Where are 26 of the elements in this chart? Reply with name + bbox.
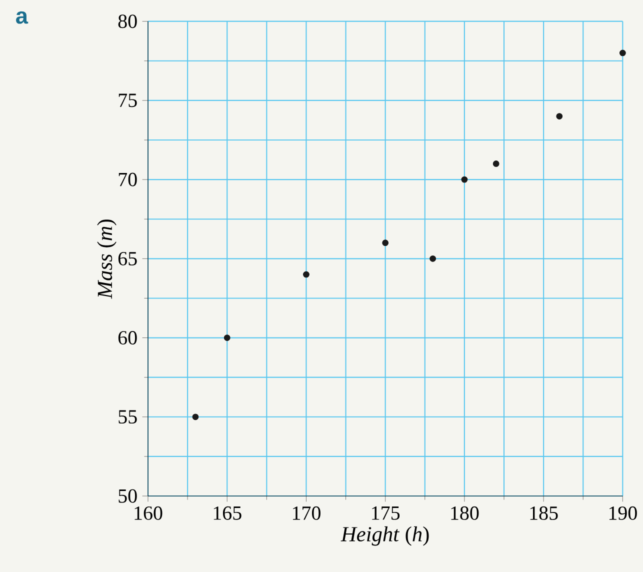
y-tick-label: 55 bbox=[118, 410, 137, 424]
y-tick-label: 60 bbox=[118, 331, 137, 345]
point bbox=[382, 240, 389, 246]
text: a bbox=[16, 11, 28, 24]
point bbox=[224, 334, 230, 341]
x-tick-label: 185 bbox=[530, 506, 558, 520]
point bbox=[303, 271, 310, 278]
point bbox=[461, 176, 468, 183]
x-tick-label: 180 bbox=[451, 506, 479, 520]
x-tick-label: 165 bbox=[214, 506, 242, 520]
x-tick-label: 160 bbox=[134, 506, 162, 520]
x-tick-label: 175 bbox=[372, 506, 400, 520]
x-tick-label: 170 bbox=[292, 506, 320, 520]
point bbox=[192, 414, 199, 420]
y-tick-label: 50 bbox=[118, 489, 137, 503]
y-tick-label: 75 bbox=[118, 94, 137, 108]
point bbox=[556, 113, 563, 120]
point bbox=[619, 50, 626, 56]
x-axis-title: Height (h) bbox=[340, 526, 429, 546]
y-tick-label: 80 bbox=[118, 14, 137, 28]
point bbox=[430, 255, 436, 262]
x-tick-label: 190 bbox=[609, 506, 637, 520]
point bbox=[492, 160, 500, 167]
y-tick-label: 65 bbox=[118, 252, 137, 266]
y-axis-title: Mass (m) bbox=[97, 220, 116, 299]
y-tick-label: 70 bbox=[118, 172, 137, 186]
